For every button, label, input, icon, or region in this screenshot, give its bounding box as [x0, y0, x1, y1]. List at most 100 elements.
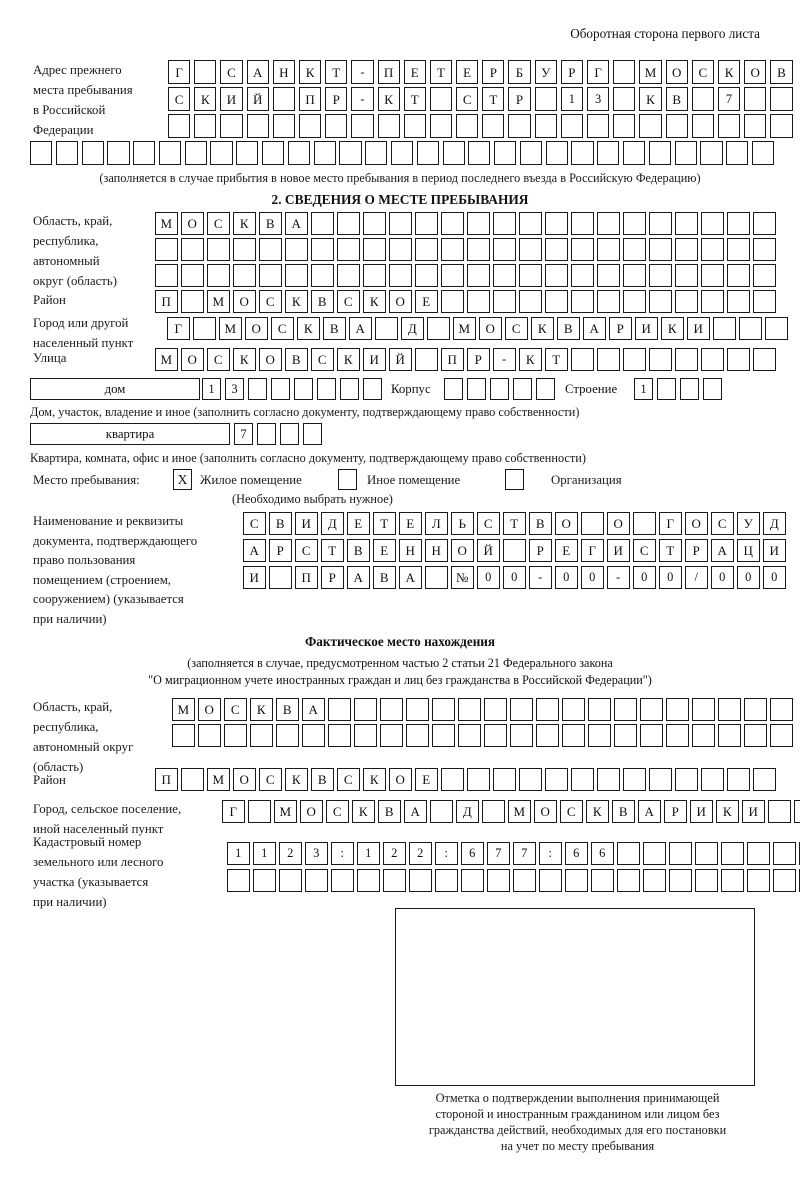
stroenie-digit-cell[interactable]	[703, 378, 722, 400]
section2-region-cell[interactable]	[441, 238, 464, 261]
section2-region-cell[interactable]	[181, 238, 204, 261]
section2-district-cell[interactable]	[649, 290, 672, 313]
section2-region-cell[interactable]	[389, 264, 412, 287]
prev-address-cell[interactable]	[717, 114, 741, 138]
prev-address-cell[interactable]: 1	[560, 87, 583, 111]
prev-address-cell[interactable]: К	[639, 87, 662, 111]
section2-region-cell[interactable]	[675, 264, 698, 287]
section2-region-row[interactable]	[155, 238, 776, 261]
prev-address-cell[interactable]: Г	[587, 60, 610, 84]
actual-district-cell[interactable]	[649, 768, 672, 791]
prev-address-full-cell[interactable]	[519, 141, 543, 165]
section2-region-cell[interactable]	[571, 212, 594, 235]
prev-address-cell[interactable]: -	[351, 87, 374, 111]
prev-address-row-full[interactable]	[30, 141, 775, 165]
actual-region-cell[interactable]	[588, 698, 611, 721]
cadastral-cell[interactable]	[747, 869, 770, 892]
document-cell[interactable]: Р	[269, 539, 292, 562]
document-cell[interactable]: /	[685, 566, 708, 589]
section2-region-cell[interactable]	[363, 264, 386, 287]
actual-district-cell[interactable]	[441, 768, 464, 791]
prev-address-cell[interactable]	[770, 87, 793, 111]
prev-address-cell[interactable]: Т	[482, 87, 505, 111]
document-cell[interactable]: С	[711, 512, 734, 535]
prev-address-cell[interactable]: О	[744, 60, 767, 84]
cadastral-cell[interactable]: 6	[565, 842, 588, 865]
actual-region-cell[interactable]	[536, 724, 559, 747]
korpus-digit-cell[interactable]	[490, 378, 509, 400]
actual-district-cell[interactable]	[181, 768, 204, 791]
flat-field-label-box[interactable]: квартира	[30, 423, 230, 445]
section2-street-cell[interactable]	[727, 348, 750, 371]
prev-address-cell[interactable]	[272, 87, 295, 111]
prev-address-full-cell[interactable]	[622, 141, 646, 165]
prev-address-full-cell[interactable]	[571, 141, 594, 165]
prev-address-full-cell[interactable]	[210, 141, 233, 165]
section2-city-cell[interactable]: Р	[609, 317, 632, 340]
cadastral-cell[interactable]	[695, 842, 718, 865]
actual-district-cell[interactable]	[493, 768, 516, 791]
section2-district-cell[interactable]	[467, 290, 490, 313]
actual-region-cell[interactable]	[718, 724, 741, 747]
cadastral-cell[interactable]	[435, 869, 458, 892]
actual-region-cell[interactable]	[614, 698, 637, 721]
actual-district-cell[interactable]: О	[233, 768, 256, 791]
section2-region-cell[interactable]	[649, 264, 672, 287]
flat-digit-cell[interactable]	[280, 423, 299, 445]
prev-address-cell[interactable]	[351, 114, 374, 138]
prev-address-cell[interactable]: С	[456, 87, 479, 111]
actual-region-cell[interactable]	[172, 724, 195, 747]
document-cell[interactable]: И	[295, 512, 318, 535]
section2-region-cell[interactable]	[467, 212, 490, 235]
document-cell[interactable]: 0	[711, 566, 734, 589]
prev-address-full-cell[interactable]	[158, 141, 182, 165]
cadastral-cell[interactable]	[643, 869, 666, 892]
section2-region-cell[interactable]	[545, 212, 568, 235]
actual-district-cell[interactable]	[701, 768, 724, 791]
cadastral-cell[interactable]	[747, 842, 770, 865]
korpus-digits-row[interactable]	[444, 378, 555, 400]
prev-address-cell[interactable]: -	[351, 60, 374, 84]
section2-district-cell[interactable]	[571, 290, 594, 313]
prev-address-row[interactable]	[168, 114, 793, 138]
section2-region-cell[interactable]	[337, 238, 360, 261]
document-cell[interactable]: И	[243, 566, 266, 589]
prev-address-full-cell[interactable]	[700, 141, 723, 165]
cadastral-cell[interactable]	[227, 869, 250, 892]
section2-district-cell[interactable]	[519, 290, 542, 313]
actual-region-cell[interactable]	[250, 724, 273, 747]
flat-digit-cell[interactable]	[303, 423, 322, 445]
section2-district-cell[interactable]: С	[259, 290, 282, 313]
prev-address-cell[interactable]	[639, 114, 662, 138]
prev-address-cell[interactable]	[325, 114, 348, 138]
document-cell[interactable]: Д	[763, 512, 786, 535]
section2-region-cell[interactable]	[727, 238, 750, 261]
section2-region-cell[interactable]	[727, 212, 750, 235]
prev-address-full-cell[interactable]	[494, 141, 517, 165]
section2-region-cell[interactable]	[597, 212, 620, 235]
cadastral-cell[interactable]: 2	[279, 842, 302, 865]
section2-region-cell[interactable]: О	[181, 212, 204, 235]
stroenie-digits-row[interactable]: 1	[634, 378, 722, 400]
prev-address-cell[interactable]	[560, 114, 583, 138]
prev-address-full-cell[interactable]	[597, 141, 620, 165]
korpus-digit-cell[interactable]	[513, 378, 532, 400]
actual-district-cell[interactable]	[571, 768, 594, 791]
prev-address-full-cell[interactable]	[416, 141, 439, 165]
section2-region-cell[interactable]	[519, 212, 542, 235]
actual-region-cell[interactable]	[744, 724, 767, 747]
actual-city-cell[interactable]: А	[404, 800, 427, 823]
actual-region-cell[interactable]	[328, 724, 351, 747]
prev-address-full-cell[interactable]	[726, 141, 749, 165]
actual-region-cell[interactable]	[406, 724, 429, 747]
section2-region-cell[interactable]	[389, 238, 412, 261]
actual-district-cell[interactable]	[675, 768, 698, 791]
document-cell[interactable]: О	[555, 512, 578, 535]
actual-city-cell[interactable]: К	[716, 800, 739, 823]
prev-address-full-cell[interactable]	[545, 141, 568, 165]
document-cell[interactable]: Ь	[451, 512, 474, 535]
cadastral-cell[interactable]	[279, 869, 302, 892]
house-field-label-box[interactable]: дом	[30, 378, 200, 400]
